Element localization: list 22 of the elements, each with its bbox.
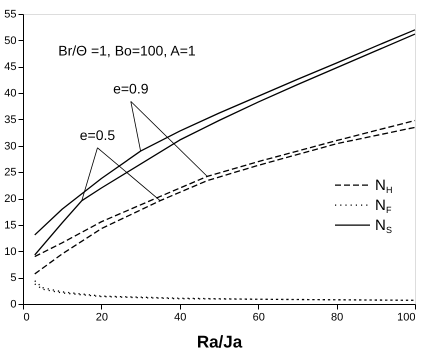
- y-tick-label: 50: [4, 34, 16, 47]
- x-axis-title: Ra/Ja: [196, 332, 243, 352]
- x-tick-label: 20: [96, 312, 108, 324]
- y-tick-label: 20: [4, 193, 16, 206]
- y-tick-label: 15: [4, 219, 16, 232]
- x-tick-label: 60: [252, 312, 265, 324]
- annotation: e=0.5: [80, 126, 116, 143]
- x-tick-label: 80: [330, 312, 344, 324]
- y-tick-label: 10: [4, 246, 16, 258]
- x-tick-label: 0: [24, 312, 30, 324]
- y-tick-label: 25: [4, 166, 16, 179]
- y-tick-label: 45: [4, 61, 16, 74]
- y-tick-label: 30: [4, 140, 16, 152]
- y-tick-label: 0: [10, 298, 16, 310]
- x-tick-label: 40: [174, 312, 186, 324]
- y-tick-label: 35: [4, 114, 16, 126]
- y-tick-label: 5: [10, 272, 16, 284]
- annotation: Br/Θ =1, Bo=100, A=1: [58, 42, 196, 59]
- annotation: e=0.9: [113, 80, 149, 96]
- x-tick-label: 100: [397, 312, 416, 324]
- y-tick-label: 55: [4, 8, 16, 20]
- y-tick-label: 40: [4, 88, 16, 100]
